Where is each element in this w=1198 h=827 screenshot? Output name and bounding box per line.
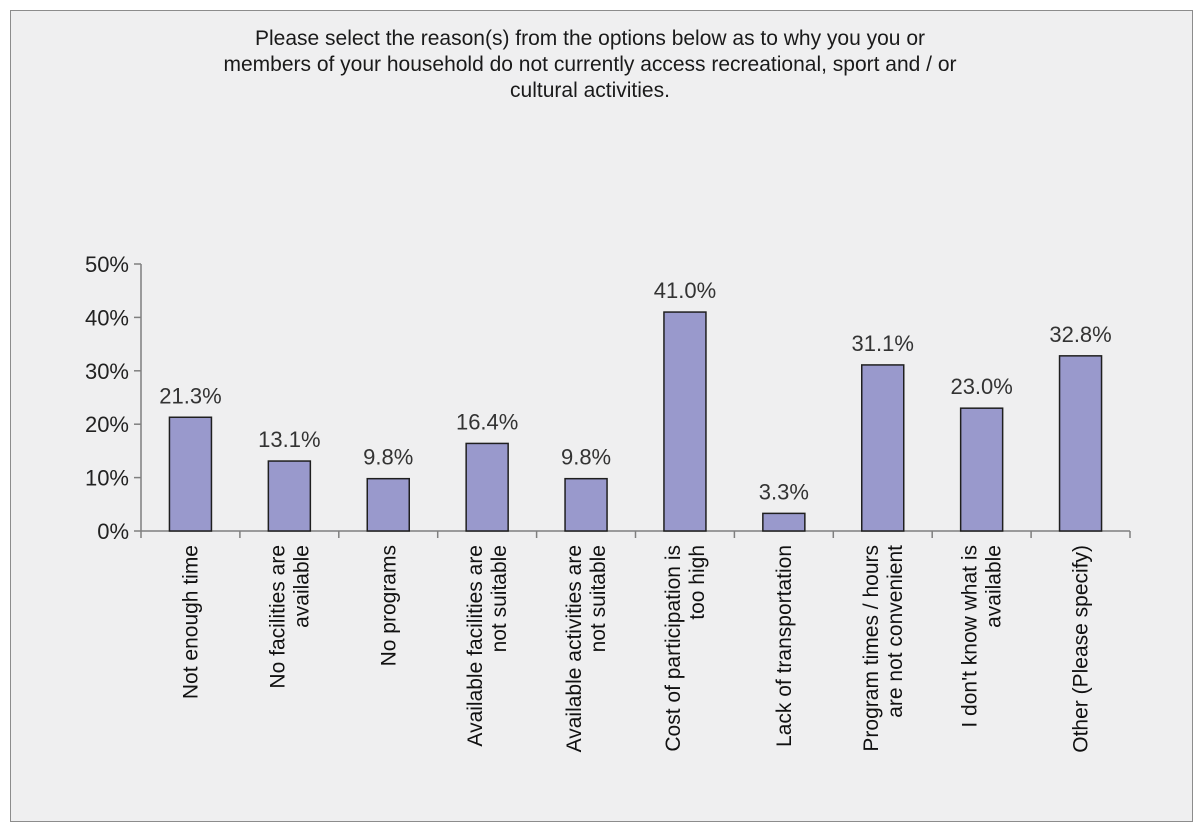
category-label-line: Lack of transportation (773, 545, 796, 747)
data-label: 13.1% (258, 427, 320, 452)
data-label: 32.8% (1049, 322, 1111, 347)
y-tick-label: 30% (85, 359, 129, 384)
category-label-line: Other (Please specify) (1070, 545, 1093, 753)
category-label-text: Cost of participation istoo high (662, 545, 709, 752)
category-label-text: Program times / hoursare not convenient (860, 545, 907, 752)
category-label-line: Cost of participation is (662, 545, 685, 752)
bar (762, 512, 806, 532)
y-tick-label: 40% (85, 305, 129, 330)
category-label-text: Other (Please specify) (1070, 545, 1093, 753)
category-label: Other (Please specify) (1070, 545, 1093, 753)
data-label: 9.8% (363, 445, 413, 470)
category-label-text: Not enough time (179, 545, 202, 699)
bars (168, 311, 1103, 532)
chart-title: Please select the reason(s) from the opt… (223, 27, 957, 102)
category-label-line: No facilities are (266, 545, 289, 689)
data-label: 9.8% (561, 445, 611, 470)
category-label: Program times / hoursare not convenient (860, 545, 907, 752)
category-label: Cost of participation istoo high (662, 545, 709, 752)
y-axis: 0% 10% 20% 30% 40% 50% (85, 252, 142, 544)
category-label: I don't know what isavailable (959, 545, 1006, 728)
category-label-line: too high (686, 545, 709, 620)
data-label: 23.0% (950, 374, 1012, 399)
category-label-line: not suitable (488, 545, 511, 652)
bar (861, 364, 905, 532)
bar (366, 477, 410, 532)
bar (1058, 355, 1103, 532)
category-label-text: Lack of transportation (773, 545, 796, 747)
data-label: 16.4% (456, 409, 518, 434)
bar (663, 311, 707, 532)
bar (564, 477, 608, 532)
x-axis (140, 530, 1131, 538)
category-label-line: No programs (377, 545, 400, 666)
bar (959, 407, 1004, 532)
data-label: 41.0% (654, 278, 716, 303)
category-label-line: Program times / hours (860, 545, 883, 752)
category-label-line: Available facilities are (464, 545, 487, 747)
y-tick-label: 50% (85, 252, 129, 277)
y-tick-label: 0% (97, 519, 129, 544)
category-label-line: Available activities are (563, 545, 586, 752)
data-label: 21.3% (159, 383, 221, 408)
data-label: 3.3% (759, 479, 809, 504)
category-labels: Not enough time No facilities areavailabl… (179, 545, 1092, 753)
data-label: 31.1% (852, 331, 914, 356)
category-label: No programs (377, 545, 400, 666)
y-tick-label: 10% (85, 466, 129, 491)
y-tick-label: 20% (85, 412, 129, 437)
category-label: Lack of transportation (773, 545, 796, 747)
category-label-line: are not convenient (884, 545, 907, 718)
category-label-line: not suitable (587, 545, 610, 652)
category-label-line: I don't know what is (959, 545, 982, 728)
category-label: Available activities arenot suitable (563, 545, 610, 752)
category-label-text: Available facilities arenot suitable (464, 545, 511, 747)
bar (465, 442, 509, 532)
category-label-text: No programs (377, 545, 400, 666)
category-label-line: Not enough time (179, 545, 202, 699)
category-label: No facilities areavailable (266, 545, 313, 689)
data-labels: 21.3% 13.1% 9.8% 16.4% 9.8% 41.0% 3.3% 31.1% 23.… (159, 278, 1111, 504)
category-label-text: I don't know what isavailable (959, 545, 1006, 728)
category-label-text: Available activities arenot suitable (563, 545, 610, 752)
category-label: Not enough time (179, 545, 202, 699)
category-label-line: available (983, 545, 1006, 628)
category-label-line: available (290, 545, 313, 628)
category-label: Available facilities arenot suitable (464, 545, 511, 747)
category-label-text: No facilities areavailable (266, 545, 313, 689)
bar (168, 416, 213, 532)
bar (267, 460, 312, 532)
